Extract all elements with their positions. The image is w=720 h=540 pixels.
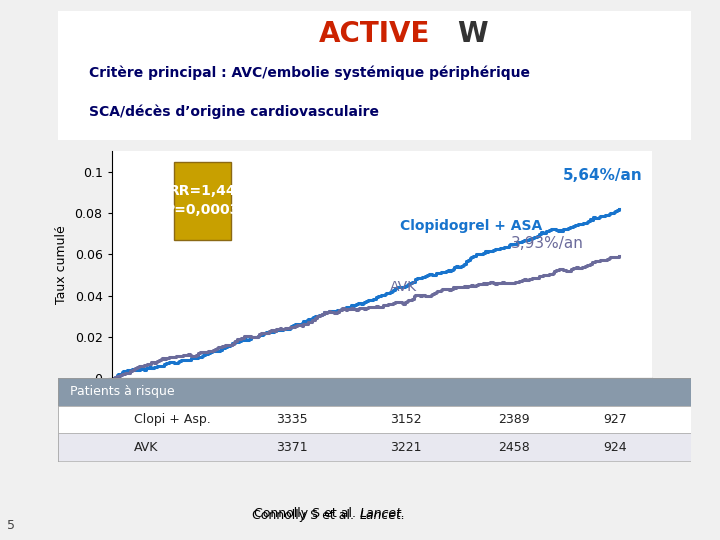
Text: AVK: AVK <box>390 280 417 294</box>
Text: Connolly S et al.: Connolly S et al. <box>254 507 360 520</box>
Text: 3371: 3371 <box>276 441 308 454</box>
Text: Clopidogrel + ASA: Clopidogrel + ASA <box>400 219 542 233</box>
Text: SCA/décès d’origine cardiovasculaire: SCA/décès d’origine cardiovasculaire <box>89 105 379 119</box>
Text: 927: 927 <box>603 413 627 427</box>
Text: RR=1,44
P=0,0003: RR=1,44 P=0,0003 <box>165 185 240 217</box>
Text: Lancet.: Lancet. <box>360 507 406 520</box>
Text: 5: 5 <box>7 519 15 532</box>
Text: 3,93%/an: 3,93%/an <box>511 236 584 251</box>
Text: W: W <box>457 20 488 48</box>
Bar <box>58 433 691 461</box>
Text: Patients à risque: Patients à risque <box>71 386 175 399</box>
Text: Lancet.: Lancet. <box>360 509 406 522</box>
Text: 2389: 2389 <box>498 413 530 427</box>
Text: 924: 924 <box>603 441 627 454</box>
Text: ACTIVE: ACTIVE <box>319 20 430 48</box>
Text: Critère principal : AVC/embolie systémique périphérique: Critère principal : AVC/embolie systémiq… <box>89 66 530 80</box>
Text: 5,64%/an: 5,64%/an <box>563 168 643 183</box>
Text: Années: Années <box>618 405 665 418</box>
Y-axis label: Taux cumulé: Taux cumulé <box>55 225 68 304</box>
Text: AVK: AVK <box>134 441 158 454</box>
Text: 2458: 2458 <box>498 441 530 454</box>
Text: 3221: 3221 <box>390 441 422 454</box>
Text: 3335: 3335 <box>276 413 308 427</box>
Text: 3152: 3152 <box>390 413 422 427</box>
Bar <box>58 406 691 433</box>
Text: Connolly S et al.: Connolly S et al. <box>251 509 360 522</box>
Text: Clopi + Asp.: Clopi + Asp. <box>134 413 210 427</box>
FancyBboxPatch shape <box>58 378 691 462</box>
Bar <box>58 378 691 406</box>
FancyBboxPatch shape <box>174 161 231 240</box>
FancyBboxPatch shape <box>45 8 704 143</box>
